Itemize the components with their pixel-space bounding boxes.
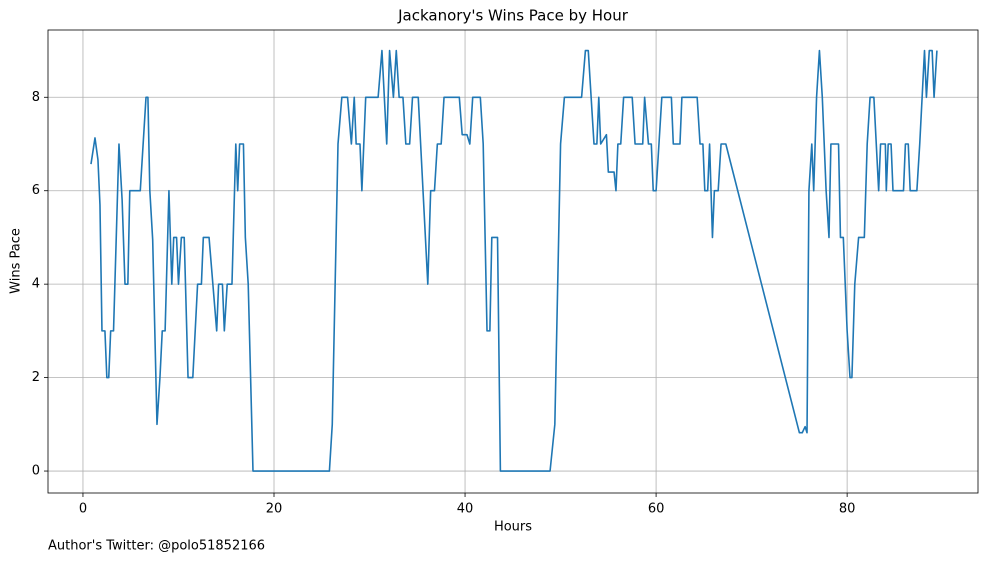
x-tick-label: 60 (648, 502, 665, 517)
x-tick-label: 20 (266, 502, 283, 517)
y-tick-label: 4 (32, 277, 40, 292)
x-tick-label: 80 (839, 502, 856, 517)
footnote: Author's Twitter: @polo51852166 (48, 539, 265, 554)
y-tick-label: 0 (32, 464, 40, 479)
x-tick-label: 40 (457, 502, 474, 517)
y-tick-label: 2 (32, 370, 40, 385)
y-tick-label: 6 (32, 183, 40, 198)
chart-title: Jackanory's Wins Pace by Hour (397, 7, 629, 25)
y-tick-label: 8 (32, 90, 40, 105)
x-axis-label: Hours (494, 520, 532, 535)
y-axis-label: Wins Pace (9, 228, 24, 294)
x-tick-label: 0 (79, 502, 87, 517)
line-series (90, 49, 938, 472)
axes-frame (47, 29, 979, 494)
plot-area (48, 30, 978, 493)
